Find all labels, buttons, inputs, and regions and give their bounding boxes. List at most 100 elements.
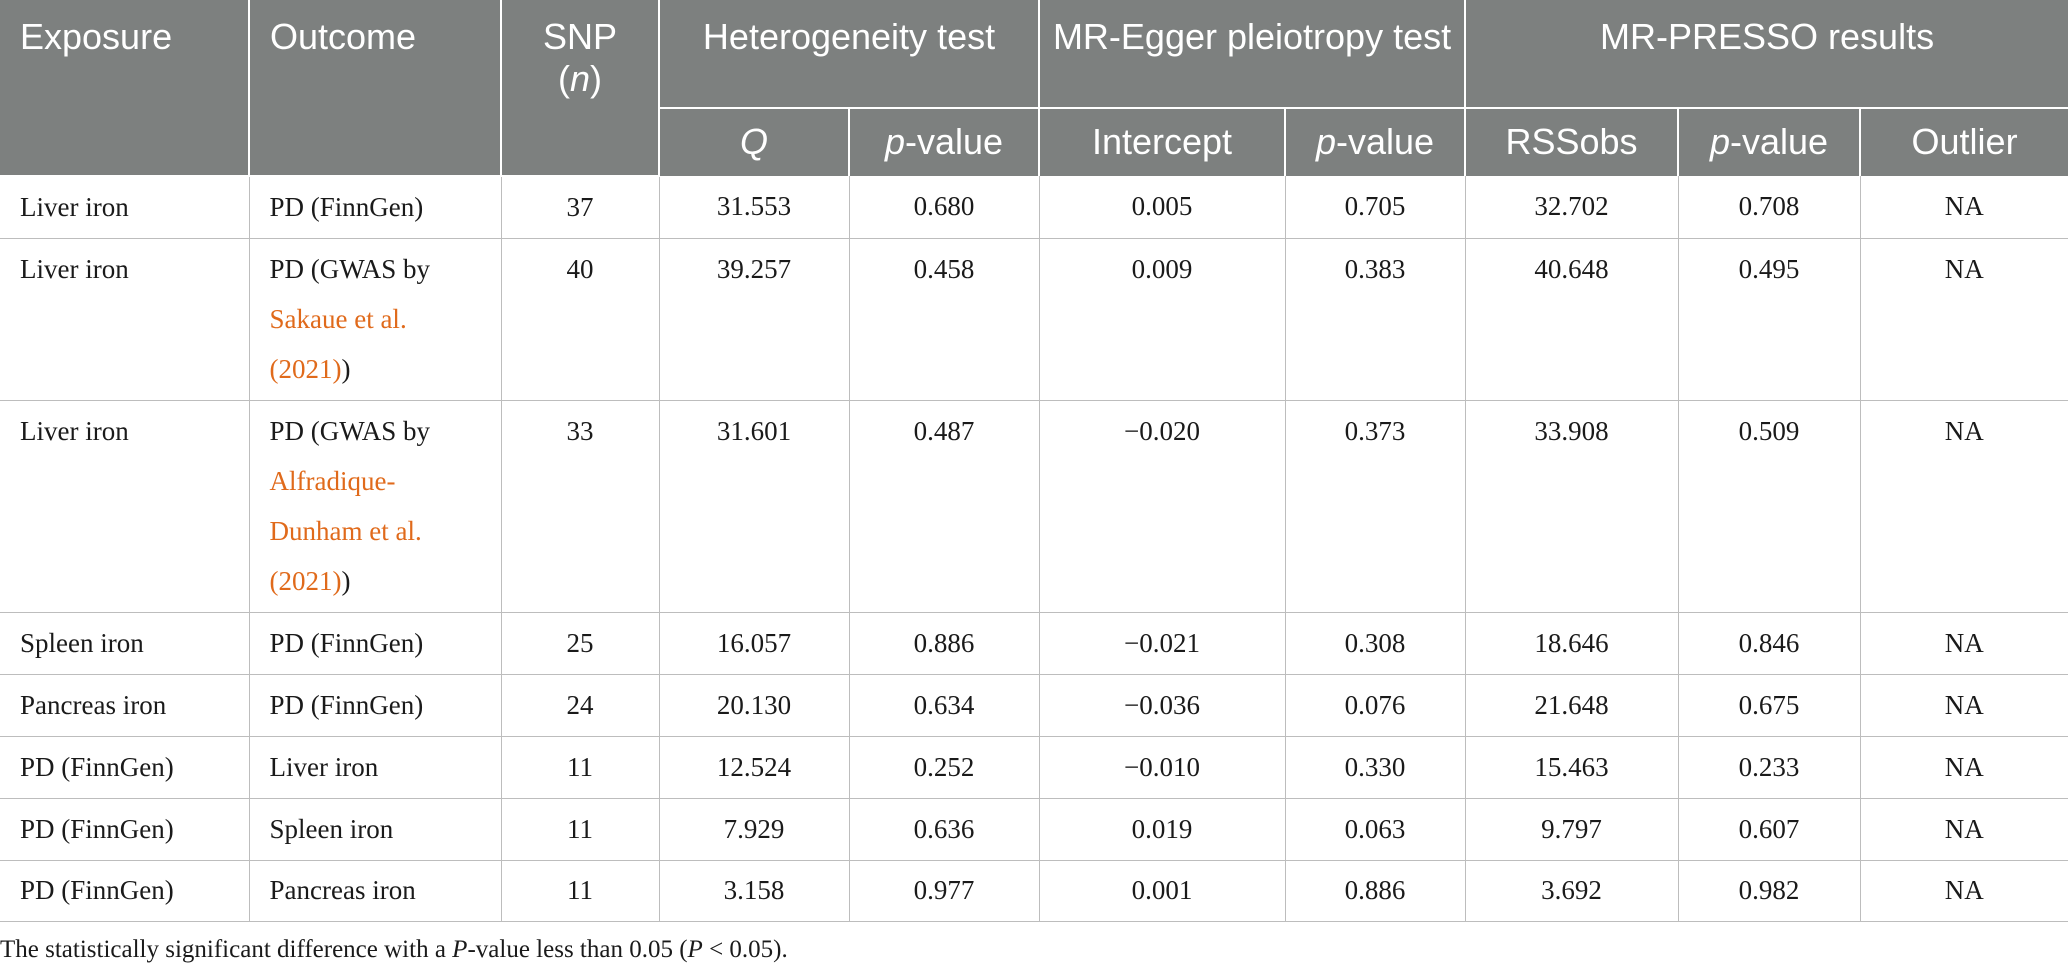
cell-outlier: NA bbox=[1860, 400, 2068, 613]
header-presso: MR-PRESSO results bbox=[1465, 0, 2068, 109]
cell-q: 12.524 bbox=[659, 736, 850, 799]
cell-presso-pvalue: 0.846 bbox=[1678, 612, 1861, 675]
cell-intercept: 0.019 bbox=[1039, 798, 1286, 861]
table-row: PD (FinnGen) Pancreas iron 11 3.158 0.97… bbox=[0, 860, 2068, 922]
cell-intercept: −0.036 bbox=[1039, 674, 1286, 737]
cell-rssobs: 3.692 bbox=[1465, 860, 1679, 922]
cell-presso-pvalue: 0.607 bbox=[1678, 798, 1861, 861]
cell-intercept: 0.001 bbox=[1039, 860, 1286, 922]
reference-link[interactable]: Alfradique- Dunham et al. (2021) bbox=[269, 465, 422, 596]
cell-outcome: PD (GWAS by Sakaue et al. (2021)) bbox=[249, 238, 502, 401]
cell-egger-pvalue: 0.308 bbox=[1285, 612, 1466, 675]
cell-outcome: Liver iron bbox=[249, 736, 502, 799]
cell-presso-pvalue: 0.982 bbox=[1678, 860, 1861, 922]
header-exposure: Exposure bbox=[0, 0, 250, 177]
cell-presso-pvalue: 0.509 bbox=[1678, 400, 1861, 613]
cell-intercept: 0.005 bbox=[1039, 176, 1286, 239]
cell-exposure: Pancreas iron bbox=[0, 674, 250, 737]
cell-outlier: NA bbox=[1860, 238, 2068, 401]
cell-outlier: NA bbox=[1860, 612, 2068, 675]
cell-presso-pvalue: 0.495 bbox=[1678, 238, 1861, 401]
results-table: Exposure Outcome SNP (n) Heterogeneity te… bbox=[0, 0, 2068, 922]
header-outlier: Outlier bbox=[1860, 108, 2068, 176]
cell-outlier: NA bbox=[1860, 798, 2068, 861]
cell-rssobs: 18.646 bbox=[1465, 612, 1679, 675]
cell-rssobs: 32.702 bbox=[1465, 176, 1679, 239]
cell-q-pvalue: 0.680 bbox=[849, 176, 1040, 239]
header-intercept: Intercept bbox=[1039, 108, 1287, 176]
header-heterogeneity: Heterogeneity test bbox=[659, 0, 1041, 109]
header-presso-pvalue: p-value bbox=[1678, 108, 1862, 176]
table-row: Liver iron PD (FinnGen) 37 31.553 0.680 … bbox=[0, 176, 2068, 239]
cell-q-pvalue: 0.634 bbox=[849, 674, 1040, 737]
cell-snp: 37 bbox=[501, 176, 660, 239]
cell-exposure: PD (FinnGen) bbox=[0, 736, 250, 799]
cell-presso-pvalue: 0.675 bbox=[1678, 674, 1861, 737]
cell-outcome: PD (FinnGen) bbox=[249, 176, 502, 239]
cell-intercept: −0.021 bbox=[1039, 612, 1286, 675]
cell-outcome: PD (FinnGen) bbox=[249, 674, 502, 737]
cell-egger-pvalue: 0.705 bbox=[1285, 176, 1466, 239]
cell-q-pvalue: 0.252 bbox=[849, 736, 1040, 799]
cell-outcome: Spleen iron bbox=[249, 798, 502, 861]
reference-link[interactable]: Sakaue et al. (2021) bbox=[269, 303, 407, 384]
cell-exposure: PD (FinnGen) bbox=[0, 798, 250, 861]
cell-q: 3.158 bbox=[659, 860, 850, 922]
header-q: Q bbox=[659, 108, 850, 176]
cell-snp: 33 bbox=[501, 400, 660, 613]
header-snp: SNP (n) bbox=[501, 0, 660, 177]
table-row: Spleen iron PD (FinnGen) 25 16.057 0.886… bbox=[0, 612, 2068, 675]
cell-exposure: Liver iron bbox=[0, 400, 250, 613]
cell-snp: 11 bbox=[501, 860, 660, 922]
cell-snp: 40 bbox=[501, 238, 660, 401]
table-row: PD (FinnGen) Liver iron 11 12.524 0.252 … bbox=[0, 736, 2068, 799]
cell-egger-pvalue: 0.383 bbox=[1285, 238, 1466, 401]
cell-snp: 11 bbox=[501, 736, 660, 799]
cell-q: 31.601 bbox=[659, 400, 850, 613]
cell-intercept: −0.020 bbox=[1039, 400, 1286, 613]
header-rssobs: RSSobs bbox=[1465, 108, 1680, 176]
cell-exposure: Spleen iron bbox=[0, 612, 250, 675]
cell-q: 7.929 bbox=[659, 798, 850, 861]
cell-outlier: NA bbox=[1860, 176, 2068, 239]
cell-rssobs: 33.908 bbox=[1465, 400, 1679, 613]
header-q-pvalue: p-value bbox=[849, 108, 1041, 176]
cell-intercept: 0.009 bbox=[1039, 238, 1286, 401]
cell-presso-pvalue: 0.233 bbox=[1678, 736, 1861, 799]
cell-q: 16.057 bbox=[659, 612, 850, 675]
cell-egger-pvalue: 0.330 bbox=[1285, 736, 1466, 799]
cell-q-pvalue: 0.886 bbox=[849, 612, 1040, 675]
cell-outlier: NA bbox=[1860, 736, 2068, 799]
cell-q-pvalue: 0.977 bbox=[849, 860, 1040, 922]
table-footnote: The statistically significant difference… bbox=[0, 936, 788, 963]
cell-q-pvalue: 0.458 bbox=[849, 238, 1040, 401]
cell-exposure: Liver iron bbox=[0, 238, 250, 401]
cell-rssobs: 40.648 bbox=[1465, 238, 1679, 401]
cell-egger-pvalue: 0.373 bbox=[1285, 400, 1466, 613]
cell-snp: 11 bbox=[501, 798, 660, 861]
cell-outlier: NA bbox=[1860, 674, 2068, 737]
cell-q-pvalue: 0.636 bbox=[849, 798, 1040, 861]
cell-outcome: PD (FinnGen) bbox=[249, 612, 502, 675]
cell-q-pvalue: 0.487 bbox=[849, 400, 1040, 613]
cell-outcome: PD (GWAS by Alfradique- Dunham et al. (2021… bbox=[249, 400, 502, 613]
cell-egger-pvalue: 0.063 bbox=[1285, 798, 1466, 861]
header-egger-pvalue: p-value bbox=[1285, 108, 1467, 176]
table-row: Liver iron PD (GWAS by Sakaue et al. (2021… bbox=[0, 238, 2068, 401]
table-row: Liver iron PD (GWAS by Alfradique- Dunham … bbox=[0, 400, 2068, 613]
cell-presso-pvalue: 0.708 bbox=[1678, 176, 1861, 239]
cell-egger-pvalue: 0.076 bbox=[1285, 674, 1466, 737]
cell-exposure: PD (FinnGen) bbox=[0, 860, 250, 922]
cell-q: 20.130 bbox=[659, 674, 850, 737]
cell-rssobs: 21.648 bbox=[1465, 674, 1679, 737]
cell-exposure: Liver iron bbox=[0, 176, 250, 239]
cell-snp: 25 bbox=[501, 612, 660, 675]
cell-intercept: −0.010 bbox=[1039, 736, 1286, 799]
cell-rssobs: 15.463 bbox=[1465, 736, 1679, 799]
table-row: Pancreas iron PD (FinnGen) 24 20.130 0.6… bbox=[0, 674, 2068, 737]
header-outcome: Outcome bbox=[249, 0, 502, 177]
cell-q: 31.553 bbox=[659, 176, 850, 239]
cell-q: 39.257 bbox=[659, 238, 850, 401]
cell-egger-pvalue: 0.886 bbox=[1285, 860, 1466, 922]
cell-rssobs: 9.797 bbox=[1465, 798, 1679, 861]
